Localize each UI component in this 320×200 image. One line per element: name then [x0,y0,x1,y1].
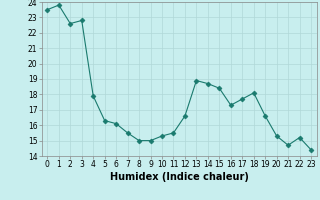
X-axis label: Humidex (Indice chaleur): Humidex (Indice chaleur) [110,172,249,182]
